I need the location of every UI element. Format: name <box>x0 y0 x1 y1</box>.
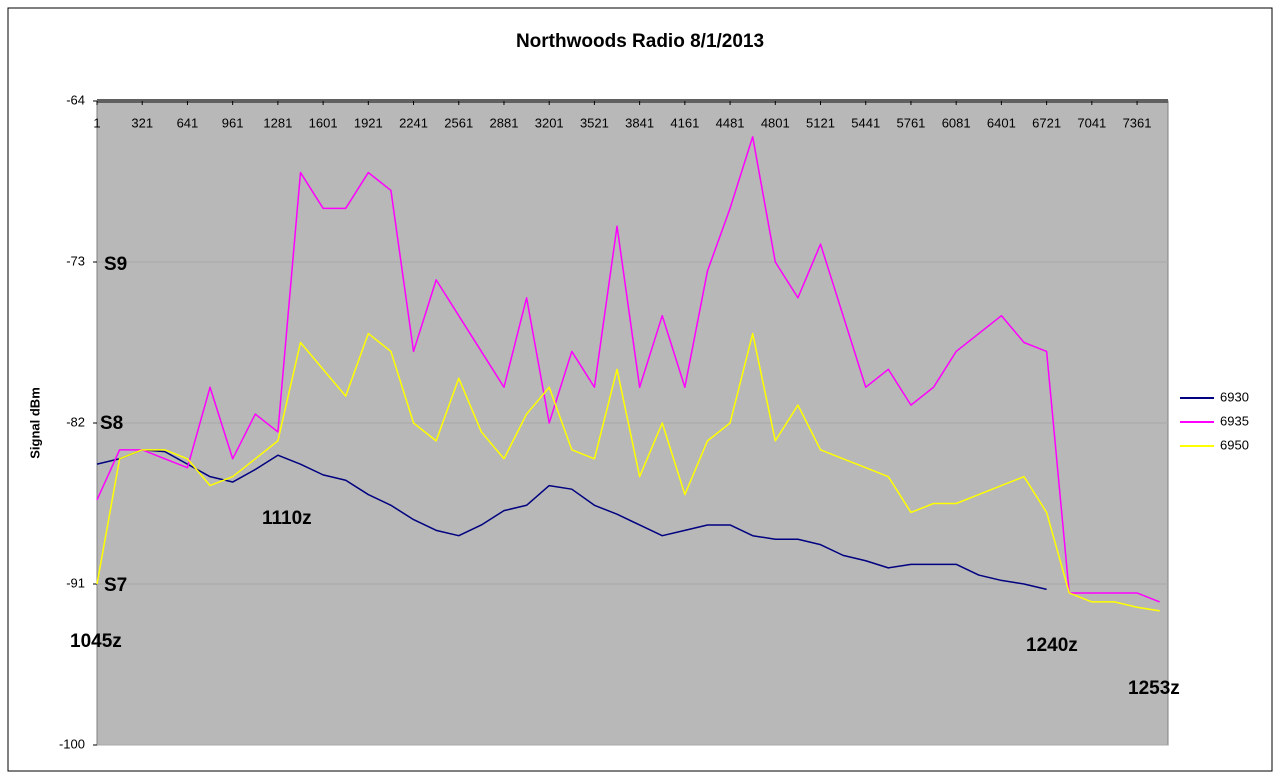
annotation: 1045z <box>70 631 122 652</box>
x-tick-label: 6401 <box>987 115 1016 130</box>
x-tick-label: 321 <box>131 115 153 130</box>
x-tick-label: 3521 <box>580 115 609 130</box>
x-tick-label: 641 <box>177 115 199 130</box>
y-axis-label: Signal dBm <box>27 387 42 459</box>
x-tick-label: 1 <box>93 115 100 130</box>
y-tick-label: -82 <box>66 414 85 429</box>
x-tick-label: 1601 <box>309 115 338 130</box>
x-tick-label: 4161 <box>670 115 699 130</box>
x-tick-label: 1281 <box>263 115 292 130</box>
y-tick-label: -73 <box>66 253 85 268</box>
legend-label: 6950 <box>1220 437 1249 452</box>
y-tick-label: -64 <box>66 92 85 107</box>
x-tick-label: 3841 <box>625 115 654 130</box>
x-tick-label: 5121 <box>806 115 835 130</box>
x-tick-label: 2241 <box>399 115 428 130</box>
x-tick-label: 4801 <box>761 115 790 130</box>
x-tick-label: 1921 <box>354 115 383 130</box>
chart-title: Northwoods Radio 8/1/2013 <box>516 31 764 52</box>
x-tick-label: 2561 <box>444 115 473 130</box>
x-tick-label: 6081 <box>942 115 971 130</box>
x-tick-label: 4481 <box>716 115 745 130</box>
x-tick-label: 6721 <box>1032 115 1061 130</box>
annotation: S9 <box>104 254 127 275</box>
x-tick-label: 5441 <box>851 115 880 130</box>
x-tick-label: 961 <box>222 115 244 130</box>
annotation: S7 <box>104 575 127 596</box>
series-line <box>96 136 1160 603</box>
x-tick-label: 2881 <box>490 115 519 130</box>
annotation: 1240z <box>1026 635 1078 656</box>
x-tick-label: 5761 <box>896 115 925 130</box>
y-tick-label: -91 <box>66 575 85 590</box>
x-tick-label: 7361 <box>1123 115 1152 130</box>
x-tick-label: 7041 <box>1077 115 1106 130</box>
y-tick-label: -100 <box>59 736 85 751</box>
annotation: 1110z <box>262 508 312 529</box>
annotation: 1253z <box>1128 678 1180 699</box>
legend-label: 6935 <box>1220 413 1249 428</box>
annotation: S8 <box>100 413 123 434</box>
x-tick-label: 3201 <box>535 115 564 130</box>
legend-label: 6930 <box>1220 389 1249 404</box>
series-line <box>96 332 1160 612</box>
series-line <box>96 449 1047 591</box>
